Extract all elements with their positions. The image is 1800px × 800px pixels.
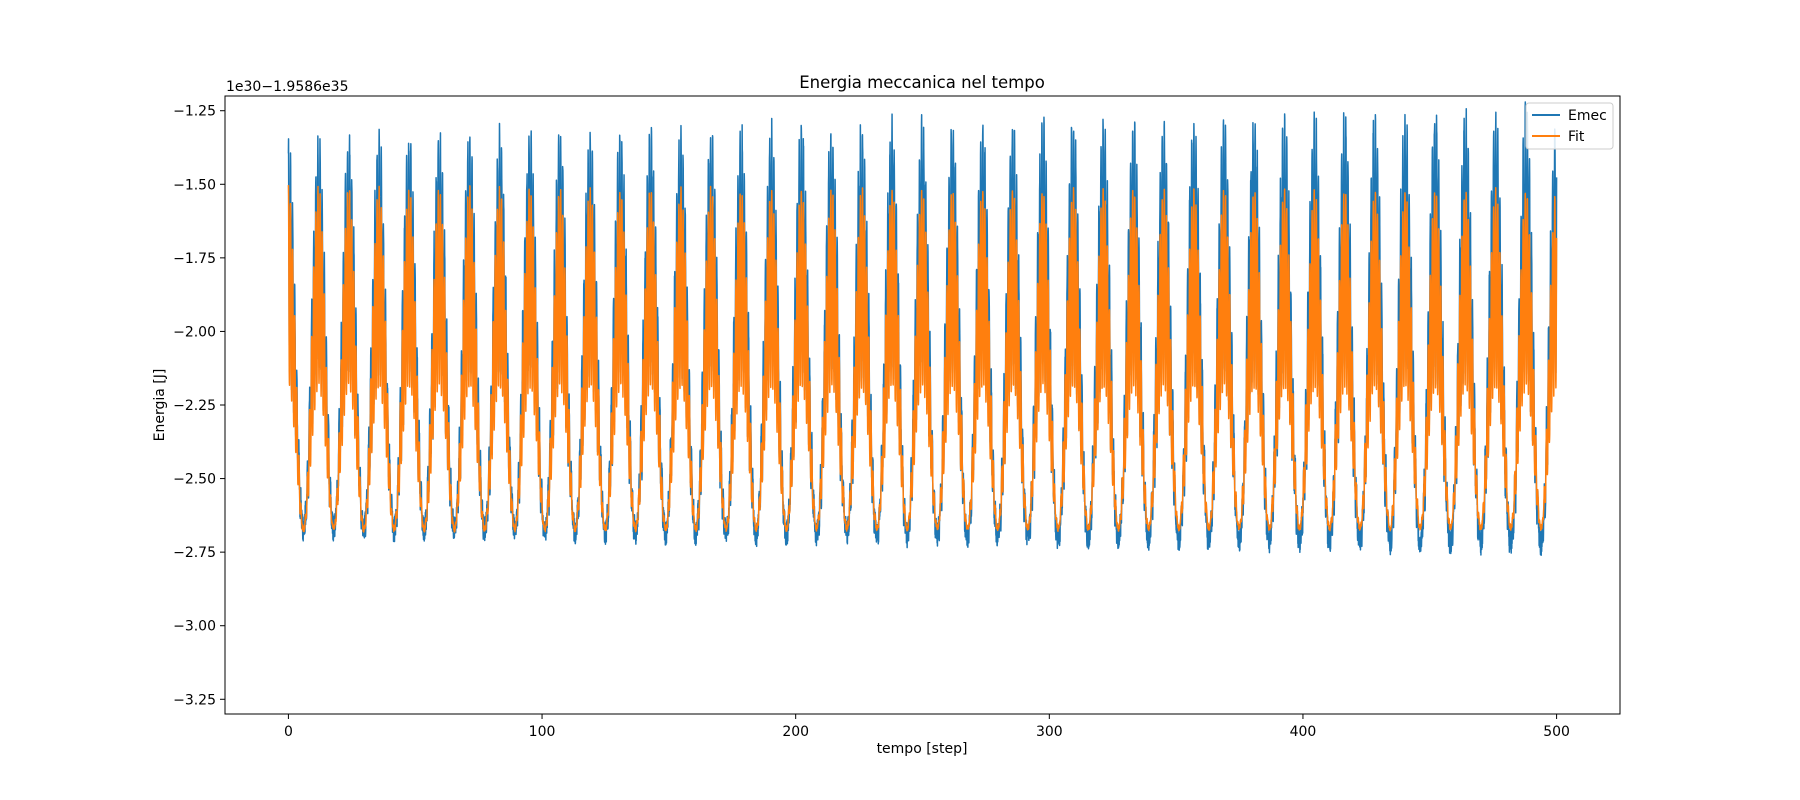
y-tick-label: −2.25 (173, 398, 216, 414)
series-line-fit (287, 185, 1558, 533)
chart-title: Energia meccanica nel tempo (799, 73, 1045, 92)
y-axis-label: Energia [J] (152, 369, 168, 442)
y-tick-label: −2.75 (173, 545, 216, 561)
x-tick-label: 200 (782, 724, 809, 740)
x-tick-label: 0 (284, 724, 293, 740)
x-tick-label: 400 (1290, 724, 1317, 740)
x-tick-label: 100 (529, 724, 556, 740)
y-axis: −3.25 −3.00 −2.75 −2.50 −2.25 −2.00 −1.75 −1.50… (173, 104, 225, 708)
x-tick-label: 500 (1543, 724, 1570, 740)
x-tick-label: 300 (1036, 724, 1063, 740)
x-axis: 0 100 200 300 400 500 (284, 714, 1570, 740)
y-tick-label: −1.25 (173, 104, 216, 120)
legend: Emec Fit (1525, 102, 1614, 150)
y-tick-label: −1.75 (173, 251, 216, 267)
y-tick-label: −3.00 (173, 619, 216, 635)
y-tick-label: −1.50 (173, 177, 216, 193)
x-axis-label: tempo [step] (877, 741, 968, 757)
y-tick-label: −2.50 (173, 472, 216, 488)
y-tick-label: −2.00 (173, 324, 216, 340)
y-offset-text: 1e30−1.9586e35 (226, 79, 348, 95)
y-tick-label: −3.25 (173, 692, 216, 708)
legend-label-fit: Fit (1568, 129, 1585, 145)
series-layer (287, 101, 1558, 557)
legend-label-emec: Emec (1568, 108, 1607, 124)
